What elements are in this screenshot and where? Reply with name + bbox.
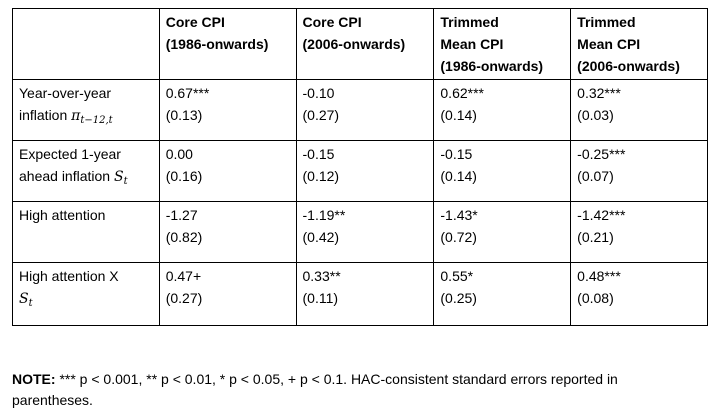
row-label: High attention X St [12,262,160,326]
coef-cell: -0.15 (0.12) [295,140,435,202]
math-symbol: πt−12,t [71,108,113,126]
note-text-line2: parentheses. [12,392,93,408]
math-symbol: St [19,291,33,309]
coef-cell: 0.47+ (0.27) [158,262,297,326]
table-row-high-attention: High attention -1.27 (0.82) -1.19** (0.42)… [12,201,708,263]
header-empty-cell [12,8,160,80]
coef-cell: -0.15 (0.14) [433,140,572,202]
coef-cell: -1.19** (0.42) [295,201,435,263]
coef-cell: -1.42*** (0.21) [570,201,708,263]
coef-cell: -1.43* (0.72) [433,201,572,263]
note-text-line1: *** p < 0.001, ** p < 0.01, * p < 0.05, … [55,371,618,387]
table-row-high-attention-x-st: High attention X St 0.47+ (0.27) 0.33** (0… [12,262,708,326]
math-symbol: St [113,169,128,187]
coef-cell: 0.33** (0.11) [295,262,435,326]
coef-cell: 0.48*** (0.08) [570,262,708,326]
coef-cell: 0.67*** (0.13) [158,79,297,141]
regression-table: Core CPI (1986-onwards) Core CPI (2006-o… [12,8,708,326]
coef-cell: 0.32*** (0.03) [570,79,708,141]
coef-cell: -1.27 (0.82) [158,201,297,263]
table-row-yoy-inflation: Year-over-year inflation πt−12,t 0.67***… [12,79,708,141]
header-trimmed-mean-2006: Trimmed Mean CPI (2006-onwards) [570,8,708,80]
row-label: Year-over-year inflation πt−12,t [12,79,160,141]
note-label: NOTE: [12,371,56,387]
coef-cell: 0.00 (0.16) [158,140,297,202]
coef-cell: 0.62*** (0.14) [433,79,572,141]
coef-cell: -0.25*** (0.07) [570,140,708,202]
table-note: NOTE: *** p < 0.001, ** p < 0.01, * p < … [12,369,716,411]
header-trimmed-mean-1986: Trimmed Mean CPI (1986-onwards) [433,8,572,80]
header-core-cpi-2006: Core CPI (2006-onwards) [295,8,435,80]
header-core-cpi-1986: Core CPI (1986-onwards) [158,8,297,80]
row-label: High attention [12,201,160,263]
coef-cell: 0.55* (0.25) [433,262,572,326]
row-label: Expected 1-year ahead inflation St [12,140,160,202]
coef-cell: -0.10 (0.27) [295,79,435,141]
header-row: Core CPI (1986-onwards) Core CPI (2006-o… [12,8,708,80]
table-row-expected-inflation: Expected 1-year ahead inflation St 0.00(… [12,140,708,202]
